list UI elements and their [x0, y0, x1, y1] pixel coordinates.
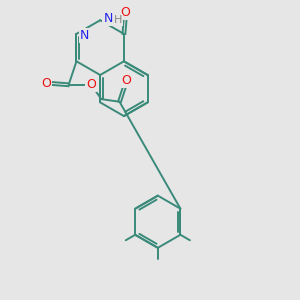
Text: O: O: [121, 74, 131, 87]
Text: N: N: [103, 12, 113, 26]
Text: O: O: [86, 78, 96, 91]
Text: H: H: [114, 15, 122, 25]
Text: N: N: [80, 29, 89, 42]
Text: O: O: [120, 6, 130, 19]
Text: O: O: [41, 77, 51, 90]
